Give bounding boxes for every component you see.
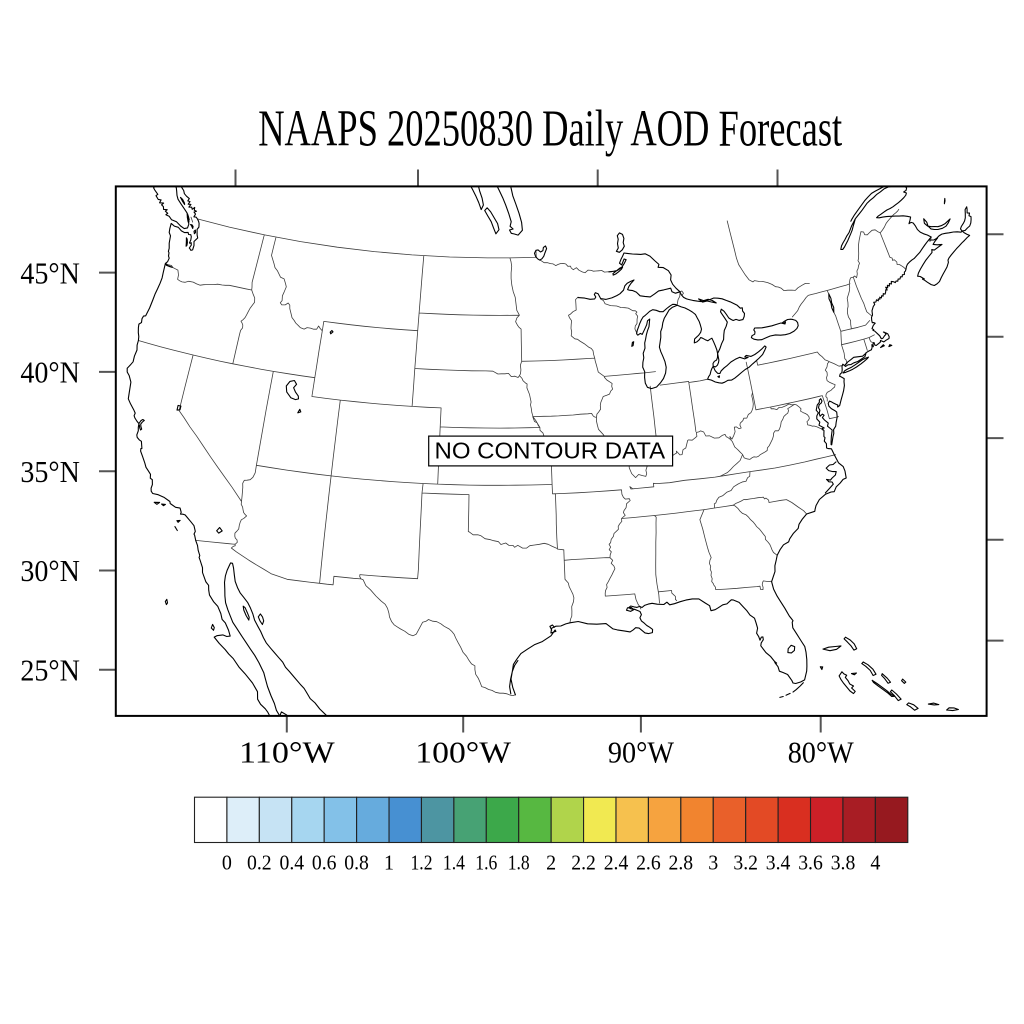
- svg-text:1.8: 1.8: [508, 851, 530, 875]
- svg-text:2: 2: [546, 851, 556, 875]
- svg-text:35°N: 35°N: [20, 454, 80, 489]
- svg-text:40°N: 40°N: [20, 355, 80, 390]
- svg-text:0: 0: [222, 851, 232, 875]
- svg-text:NAAPS 20250830 Daily AOD Forec: NAAPS 20250830 Daily AOD Forecast: [258, 100, 842, 157]
- svg-text:3.8: 3.8: [831, 851, 856, 875]
- svg-text:30°N: 30°N: [20, 553, 80, 588]
- svg-text:2.8: 2.8: [669, 851, 694, 875]
- svg-text:3.4: 3.4: [766, 851, 791, 875]
- svg-text:0.6: 0.6: [312, 851, 337, 875]
- svg-text:80°W: 80°W: [788, 735, 855, 770]
- svg-text:3.6: 3.6: [798, 851, 823, 875]
- svg-text:1.2: 1.2: [411, 851, 433, 875]
- svg-text:110°W: 110°W: [239, 735, 336, 770]
- svg-text:3: 3: [708, 851, 718, 875]
- svg-text:2.2: 2.2: [571, 851, 596, 875]
- svg-text:1: 1: [384, 851, 394, 875]
- svg-text:4: 4: [870, 851, 880, 875]
- svg-text:2.4: 2.4: [604, 851, 629, 875]
- svg-text:0.4: 0.4: [280, 851, 305, 875]
- svg-text:45°N: 45°N: [20, 255, 80, 290]
- svg-text:25°N: 25°N: [20, 653, 80, 688]
- svg-text:1.4: 1.4: [443, 851, 465, 875]
- svg-text:3.2: 3.2: [733, 851, 758, 875]
- svg-text:0.8: 0.8: [344, 851, 369, 875]
- svg-text:0.2: 0.2: [247, 851, 272, 875]
- svg-text:NO CONTOUR DATA: NO CONTOUR DATA: [435, 437, 666, 463]
- svg-text:1.6: 1.6: [475, 851, 497, 875]
- svg-text:100°W: 100°W: [415, 735, 512, 770]
- svg-text:2.6: 2.6: [636, 851, 661, 875]
- svg-text:90°W: 90°W: [608, 735, 675, 770]
